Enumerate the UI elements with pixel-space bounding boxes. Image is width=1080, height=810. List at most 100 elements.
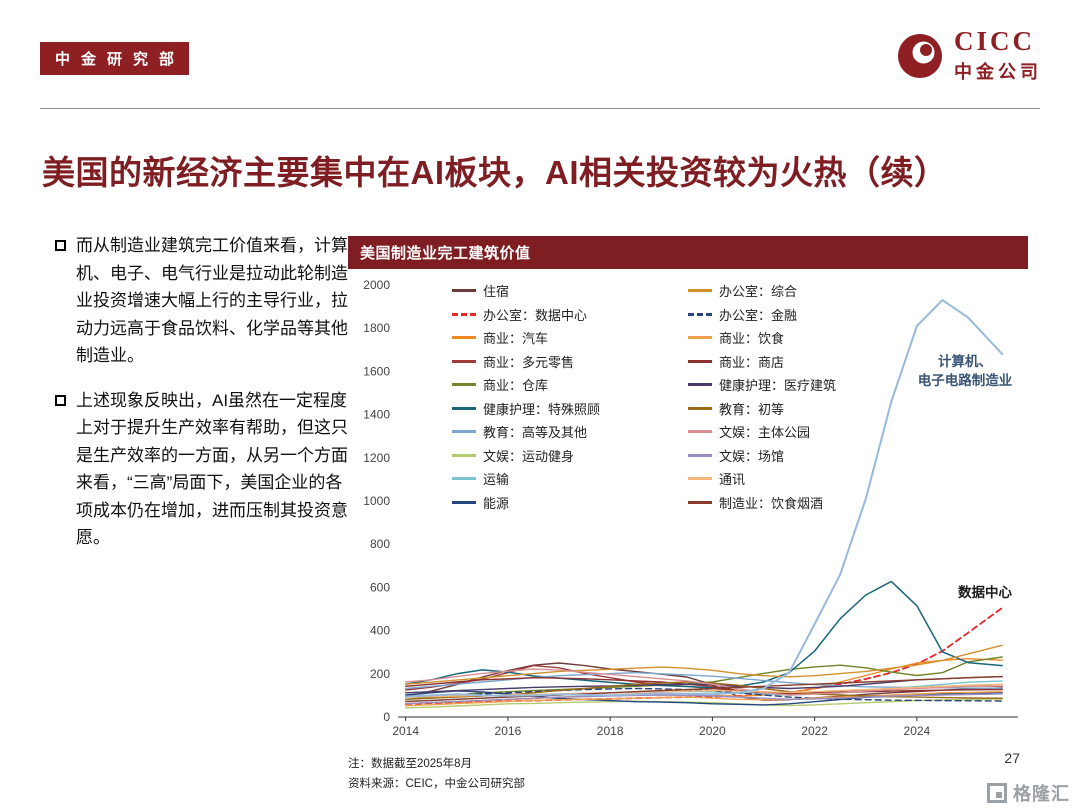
bullet-text: 上述现象反映出，AI虽然在一定程度上对于提升生产效率有帮助，但这只是生产效率的一…: [76, 390, 348, 548]
cicc-logo: CICC 中金公司: [896, 28, 1042, 84]
legend-item: 文娱：场馆: [688, 444, 836, 468]
x-tick-label: 2020: [699, 724, 726, 738]
header-divider: [40, 108, 1040, 109]
legend-item: 文娱：运动健身: [452, 444, 666, 468]
legend-label: 通讯: [719, 472, 746, 488]
x-tick-label: 2024: [904, 724, 931, 738]
legend-swatch: [452, 453, 476, 457]
annotation-data-center: 数据中心: [958, 585, 1012, 600]
legend-label: 文娱：场馆: [719, 448, 785, 464]
series-line-文娱：主体公园: [405, 668, 1003, 696]
series-line-计算机、电子电路制造业: [404, 299, 1004, 698]
chart-note: 注：数据截至2025年8月: [348, 758, 472, 770]
logo-subtitle: 中金公司: [954, 62, 1042, 82]
chart-legend: 住宿办公室：数据中心 商业：汽车商业：多元零售 商业：仓库健康护理：特殊照顾 教育：高…: [452, 279, 836, 514]
bullet-square-icon: [55, 394, 66, 406]
y-tick-label: 800: [370, 537, 390, 551]
legend-label: 教育：高等及其他: [483, 425, 588, 441]
y-tick-label: 1000: [363, 494, 390, 508]
legend-label: 住宿: [483, 284, 510, 300]
x-tick-label: 2014: [392, 724, 419, 738]
line-chart: 0 200 400 600 800 1000 1200 1400 1600 1800 2000 201…: [363, 278, 1018, 738]
legend-label: 健康护理：医疗建筑: [719, 378, 837, 394]
legend-item: 健康护理：医疗建筑: [688, 373, 836, 397]
legend-column-2: 办公室：综合办公室：金融商业：饮食商业：商店健康护理：医疗建筑 教育：初等文娱：主…: [688, 279, 836, 514]
legend-swatch: [688, 312, 712, 316]
chart-source: 资料来源：CEIC，中金公司研究部: [348, 778, 525, 790]
bullet-list: 而从制造业建筑完工价值来看，计算机、电子、电气行业是拉动此轮制造业投资增速大幅上…: [55, 232, 349, 569]
series-line-文娱：运动健身: [405, 698, 1003, 709]
legend-item: 运输: [452, 467, 666, 491]
legend-label: 教育：初等: [719, 401, 785, 417]
legend-item: 文娱：主体公园: [688, 420, 836, 444]
legend-item: 健康护理：特殊照顾: [452, 397, 666, 421]
legend-item: 商业：仓库: [452, 373, 666, 397]
legend-swatch: [688, 383, 712, 387]
legend-swatch: [688, 430, 712, 434]
y-tick-label: 600: [370, 580, 390, 594]
bullet-item: 而从制造业建筑完工价值来看，计算机、电子、电气行业是拉动此轮制造业投资增速大幅上…: [55, 232, 349, 370]
legend-label: 制造业：饮食烟酒: [719, 495, 824, 511]
legend-swatch: [452, 500, 476, 504]
legend-item: 教育：初等: [688, 397, 836, 421]
legend-item: 通讯: [688, 467, 836, 491]
legend-label: 能源: [483, 495, 510, 511]
legend-item: 商业：汽车: [452, 326, 666, 350]
legend-item: 办公室：金融: [688, 303, 836, 327]
series-line-制造业：饮食烟酒: [405, 675, 1003, 703]
legend-swatch: [688, 289, 712, 293]
legend-swatch: [688, 453, 712, 457]
legend-label: 文娱：主体公园: [719, 425, 811, 441]
y-tick-label: 1600: [363, 364, 390, 378]
series-line-商业：商店: [405, 677, 1003, 695]
gelonghui-text: 格隆汇: [1013, 784, 1070, 804]
legend-label: 运输: [483, 472, 510, 488]
legend-label: 办公室：综合: [719, 284, 798, 300]
legend-swatch: [452, 383, 476, 387]
y-tick-label: 400: [370, 624, 390, 638]
annotation-computer-electronics: 计算机、 电子电路制造业: [917, 354, 1013, 388]
legend-swatch: [452, 312, 476, 316]
legend-swatch: [688, 359, 712, 363]
legend-item: 商业：商店: [688, 350, 836, 374]
series-line-办公室：综合: [405, 644, 1003, 685]
legend-swatch: [688, 336, 712, 340]
logo-title: CICC: [954, 26, 1036, 56]
page-title: 美国的新经济主要集中在AI板块，AI相关投资较为火热（续）: [42, 154, 948, 191]
cicc-logo-icon: [898, 34, 942, 78]
legend-item: 住宿: [452, 279, 666, 303]
y-tick-label: 1800: [363, 321, 390, 335]
y-tick-label: 1400: [363, 408, 390, 422]
legend-column-1: 住宿办公室：数据中心 商业：汽车商业：多元零售 商业：仓库健康护理：特殊照顾 教育：高…: [452, 279, 666, 514]
chart-body: 0 200 400 600 800 1000 1200 1400 1600 1800 2000 201…: [348, 269, 1028, 747]
legend-label: 商业：多元零售: [483, 354, 575, 370]
legend-item: 办公室：数据中心: [452, 303, 666, 327]
legend-item: 商业：饮食: [688, 326, 836, 350]
bullet-square-icon: [55, 240, 66, 251]
gelonghui-logo-icon: [987, 783, 1007, 803]
y-tick-label: 0: [383, 710, 390, 724]
legend-item: 能源: [452, 491, 666, 515]
legend-label: 商业：饮食: [719, 331, 785, 347]
series-line-健康护理：医疗建筑: [405, 675, 1003, 694]
legend-swatch: [452, 430, 476, 434]
series-line-办公室：数据中心: [404, 607, 1004, 705]
legend-item: 教育：高等及其他: [452, 420, 666, 444]
legend-swatch: [452, 359, 476, 363]
series-line-文娱：场馆: [405, 693, 1003, 705]
bullet-item: 上述现象反映出，AI虽然在一定程度上对于提升生产效率有帮助，但这只是生产效率的一…: [55, 387, 349, 552]
y-tick-label: 2000: [363, 278, 390, 292]
legend-swatch: [688, 406, 712, 410]
legend-swatch: [452, 406, 476, 410]
chart-title-bar: 美国制造业完工建筑价值: [348, 236, 1028, 269]
legend-swatch: [452, 477, 476, 481]
x-tick-label: 2022: [801, 724, 828, 738]
bullet-text: 而从制造业建筑完工价值来看，计算机、电子、电气行业是拉动此轮制造业投资增速大幅上…: [76, 236, 348, 366]
y-tick-label: 200: [370, 667, 390, 681]
legend-label: 健康护理：特殊照顾: [483, 401, 601, 417]
legend-label: 商业：商店: [719, 354, 785, 370]
legend-label: 文娱：运动健身: [483, 448, 575, 464]
page-number: 27: [1004, 750, 1020, 766]
legend-label: 商业：仓库: [483, 378, 549, 394]
